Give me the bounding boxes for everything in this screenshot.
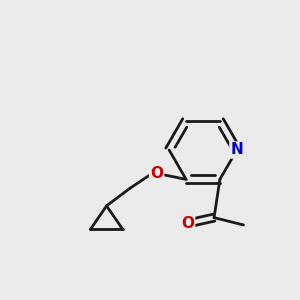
Text: N: N	[230, 142, 243, 158]
Text: O: O	[181, 216, 194, 231]
Text: O: O	[150, 166, 163, 181]
